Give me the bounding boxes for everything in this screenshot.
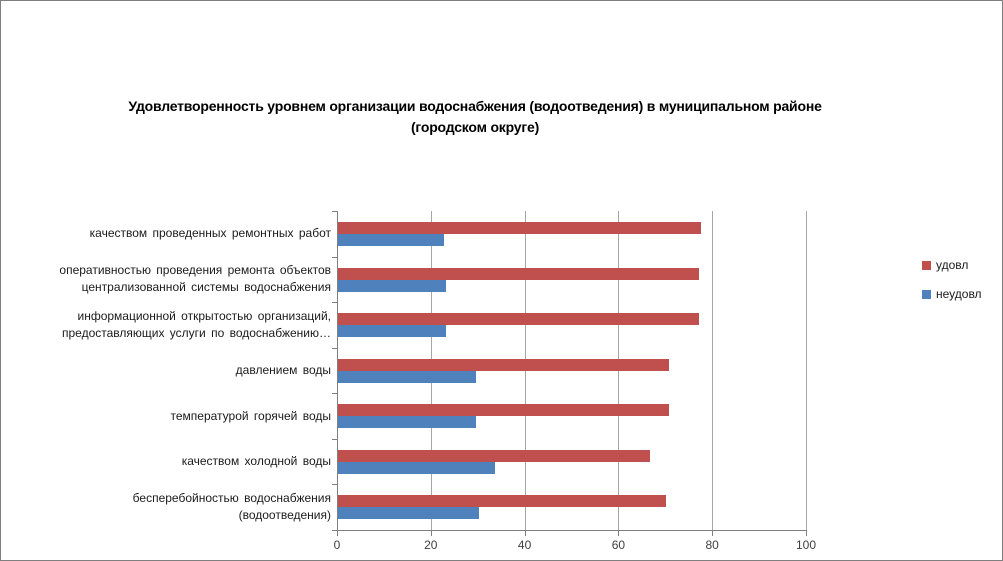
category-axis-tick <box>332 211 338 212</box>
category-axis-tick <box>332 348 338 349</box>
value-axis-label: 20 <box>424 538 438 552</box>
value-axis-tick <box>430 530 432 536</box>
bar-dissatisfied <box>338 325 446 337</box>
plot-area <box>332 211 807 536</box>
category-axis-tick <box>332 530 338 531</box>
bar-satisfied <box>338 404 669 416</box>
legend-swatch <box>922 260 931 270</box>
bar-dissatisfied <box>338 507 479 519</box>
bar-dissatisfied <box>338 462 496 474</box>
category-axis-tick <box>332 393 338 394</box>
category-label: температурой горячей воды <box>170 408 332 423</box>
bar-dissatisfied <box>338 416 477 428</box>
value-axis-label: 100 <box>795 538 817 552</box>
gridline <box>712 211 714 530</box>
value-axis-tick <box>712 530 714 536</box>
category-label: давлением воды <box>235 362 331 377</box>
chart-title: Удовлетворенность уровнем организации во… <box>128 98 822 135</box>
bar-satisfied <box>338 495 667 507</box>
gridline <box>806 211 807 530</box>
category-axis-labels: качеством проведенных ремонтных работ опе… <box>9 211 331 530</box>
category-axis-tick <box>332 257 338 258</box>
bar-satisfied <box>338 359 669 371</box>
legend-swatch <box>922 289 931 299</box>
category-axis-tick <box>332 439 338 440</box>
value-axis-label: 40 <box>517 538 532 552</box>
category-label: бесперебойностью водоснабжения (водоотве… <box>132 491 331 523</box>
legend-label: удовл <box>936 258 969 272</box>
category-label: качеством проведенных ремонтных работ <box>89 226 331 241</box>
legend-label: неудовл <box>936 287 982 301</box>
value-axis-labels: 0 20 40 60 80 100 <box>333 538 816 554</box>
category-label: оперативностью проведения ремонта объект… <box>59 263 331 295</box>
bar-satisfied <box>338 450 650 462</box>
legend-item: удовл <box>922 258 982 272</box>
value-axis-label: 80 <box>705 538 719 552</box>
value-axis-tick <box>337 530 338 536</box>
category-axis-tick <box>332 484 338 485</box>
legend: удовл неудовл <box>922 258 982 316</box>
bar-satisfied <box>338 268 700 280</box>
value-axis-tick <box>806 530 807 536</box>
bar-dissatisfied <box>338 280 446 292</box>
category-label: информационной открытостью организаций, … <box>62 308 331 340</box>
value-axis-tick <box>524 530 526 536</box>
bar-dissatisfied <box>338 234 444 246</box>
value-axis-label: 0 <box>333 538 341 552</box>
legend-item: неудовл <box>922 287 982 301</box>
bar-satisfied <box>338 313 700 325</box>
bar-dissatisfied <box>338 371 477 383</box>
category-axis-tick <box>332 302 338 303</box>
category-label: качеством холодной воды <box>181 454 331 469</box>
value-axis-label: 60 <box>611 538 626 552</box>
bar-satisfied <box>338 222 702 234</box>
value-axis-tick <box>618 530 620 536</box>
